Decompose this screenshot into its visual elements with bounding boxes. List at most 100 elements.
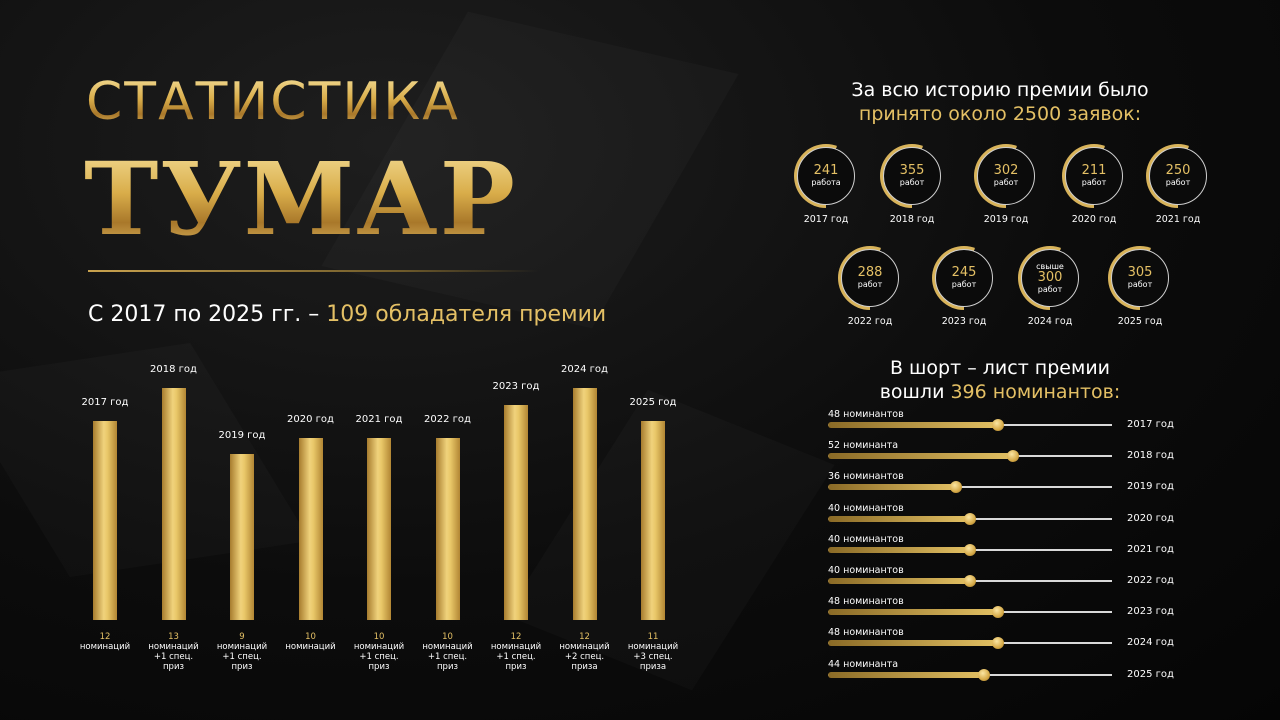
bar-value-label: 11 номинаций +3 спец. приза [608, 632, 698, 672]
shortlist-year: 2023 год [1127, 606, 1174, 618]
shortlist-row: 44 номинанта 2025 год [828, 659, 1188, 689]
bar-value-label: 12 номинаций +2 спец. приза [540, 632, 630, 672]
bar-value-text: +1 спец. [427, 652, 468, 662]
shortlist-row: 52 номинанта 2018 год [828, 440, 1188, 470]
bar-year-label: 2018 год [150, 364, 197, 375]
circle-year: 2017 год [803, 214, 849, 225]
circle-value: 241 [813, 163, 839, 178]
bar [161, 388, 186, 620]
circle-inner: 211 работ [1065, 147, 1123, 205]
circle-year: 2023 год [941, 316, 987, 327]
bar-value-text: +1 спец. [359, 652, 399, 662]
shortlist-fill [828, 671, 985, 678]
shortlist-knob [949, 481, 962, 494]
bar-value-text: номинаций [148, 642, 199, 652]
bar-value-text: номинаций [79, 642, 131, 652]
bar-value-count: 9 [239, 632, 245, 642]
shortlist-row: 40 номинантов 2022 год [828, 565, 1188, 595]
shortlist-heading-line1: В шорт – лист премии [889, 357, 1111, 379]
bar-value-text: приз [231, 662, 253, 672]
bar [435, 437, 460, 620]
circle-unit: работа [811, 178, 841, 187]
application-circle: 245 работ 2023 год [924, 246, 1004, 327]
application-circle: 211 работ 2020 год [1054, 144, 1134, 225]
bar-value-count: 12 [579, 632, 590, 642]
title-divider [88, 270, 538, 272]
bar-year-label: 2021 год [355, 413, 403, 425]
circle-year: 2019 год [983, 214, 1029, 225]
bar-value-count: 10 [373, 632, 385, 642]
application-circle: 305 работ 2025 год [1100, 246, 1180, 327]
shortlist-knob [964, 512, 976, 525]
applications-heading-line2: принято около 2500 заявок: [858, 103, 1142, 125]
bar-value-count: 13 [168, 632, 179, 642]
application-circle: свыше 300 работ 2024 год [1010, 246, 1090, 327]
page-title: СТАТИСТИКА [86, 72, 460, 132]
bar-group: 2019 год 9 номинаций +1 спец. приз [197, 360, 287, 700]
circle-ring: 288 работ [838, 246, 902, 310]
bar-value-text: номинаций [490, 642, 542, 652]
shortlist-year: 2025 год [1127, 668, 1174, 680]
application-circle: 250 работ 2021 год [1138, 144, 1218, 225]
circle-unit: работ [899, 178, 925, 187]
shortlist-fill [828, 578, 970, 584]
circle-unit: работ [951, 280, 977, 289]
circle-ring: 211 работ [1062, 144, 1126, 208]
shortlist-year: 2024 год [1127, 637, 1174, 649]
shortlist-row: 40 номинантов 2021 год [828, 534, 1188, 564]
shortlist-row: 40 номинантов 2020 год [828, 503, 1188, 533]
bar [298, 437, 323, 620]
bar-group: 2020 год 10 номинаций [266, 360, 356, 700]
shortlist-row: 36 номинантов 2019 год [828, 471, 1188, 501]
shortlist-label: 48 номинантов [828, 627, 904, 639]
bar-value-label: 12 номинаций +1 спец. приз [471, 632, 561, 672]
circle-ring: 241 работа [794, 144, 858, 208]
shortlist-track [828, 637, 1112, 650]
circle-ring: 250 работ [1146, 144, 1210, 208]
bar-group: 2024 год 12 номинаций +2 спец. приза [540, 360, 630, 700]
bar-group: 2018 год 13 номинаций +1 спец. приз [129, 360, 219, 700]
circle-unit: работ [857, 280, 883, 289]
bar-value-text: номинаций [559, 642, 610, 652]
shortlist-label: 40 номинантов [828, 502, 904, 514]
circle-ring: 305 работ [1108, 246, 1172, 310]
circle-ring: 302 работ [974, 144, 1038, 208]
bar-value-text: номинаций [422, 642, 473, 652]
bar-value-text: +3 спец. [633, 652, 673, 662]
circle-inner: 288 работ [841, 249, 899, 307]
circle-value: 211 [1081, 163, 1107, 178]
bar-value-text: +1 спец. [496, 652, 536, 662]
shortlist-label: 48 номинантов [828, 596, 904, 608]
bar-value-text: приза [571, 662, 598, 672]
bar-year-label: 2025 год [629, 397, 677, 409]
bar-value-count: 11 [647, 632, 659, 642]
shortlist-track [828, 481, 1112, 494]
shortlist-knob [992, 419, 1005, 431]
circle-inner: 305 работ [1111, 249, 1169, 307]
bar-group: 2023 год 12 номинаций +1 спец. приз [471, 360, 561, 700]
bar [572, 388, 597, 620]
shortlist-fill [828, 422, 999, 428]
shortlist-year: 2017 год [1127, 419, 1174, 430]
shortlist-track [828, 575, 1112, 587]
circle-unit: работ [1165, 178, 1191, 187]
bar-value-label: 10 номинаций +1 спец. приз [403, 632, 493, 672]
shortlist-heading: В шорт – лист премии вошли 396 номинанто… [790, 356, 1210, 404]
shortlist-year: 2018 год [1127, 450, 1174, 462]
circle-unit: работ [1037, 284, 1063, 294]
applications-heading: За всю историю премии было принято около… [790, 78, 1210, 126]
bar [641, 421, 665, 620]
shortlist-heading-prefix: вошли [879, 381, 951, 403]
shortlist-fill [828, 609, 999, 616]
shortlist-knob [964, 543, 976, 556]
shortlist-label: 44 номинанта [828, 658, 899, 670]
bar-year-label: 2024 год [561, 364, 608, 375]
shortlist-label: 36 номинантов [828, 471, 904, 483]
shortlist-fill [828, 515, 970, 522]
bar-value-count: 12 [510, 632, 522, 642]
circle-inner: 241 работа [797, 147, 855, 205]
bar-value-text: номинаций [285, 642, 336, 652]
bar-year-label: 2023 год [492, 380, 540, 392]
circle-value: 250 [1165, 163, 1191, 178]
applications-heading-line1: За всю историю премии было [851, 79, 1149, 101]
